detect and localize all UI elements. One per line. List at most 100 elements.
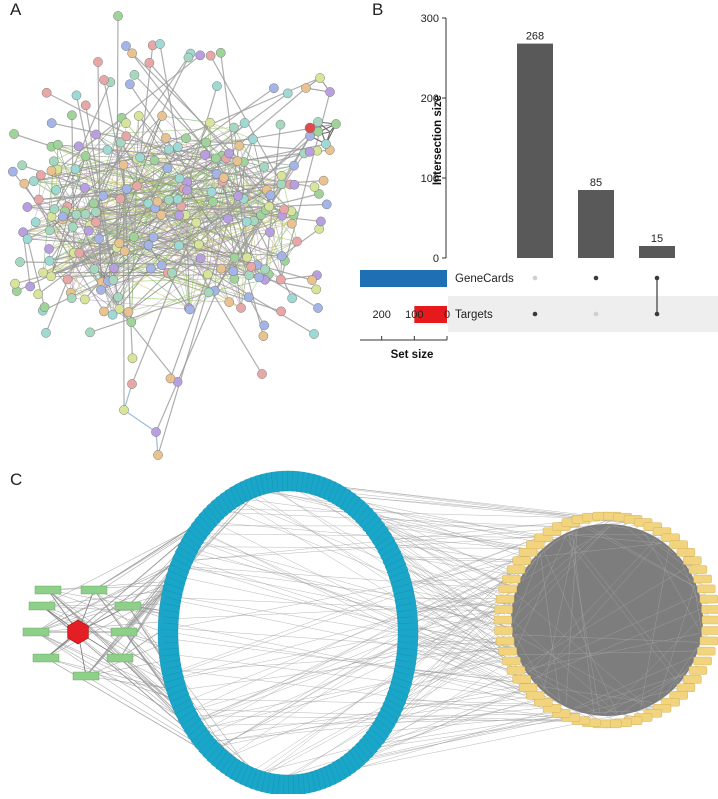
network-node — [185, 305, 194, 314]
network-node — [157, 111, 166, 120]
network-node — [265, 228, 274, 237]
network-node — [265, 202, 274, 211]
network-node — [316, 217, 325, 226]
network-node — [175, 211, 184, 220]
network-node — [115, 239, 124, 248]
network-node — [229, 267, 238, 276]
network-node — [325, 87, 334, 96]
network-node — [200, 150, 209, 159]
network-node — [81, 210, 90, 219]
network-node — [50, 204, 59, 213]
network-node — [49, 157, 58, 166]
network-node — [153, 197, 162, 206]
network-node — [34, 290, 43, 299]
network-node — [173, 142, 182, 151]
bar-2 — [578, 190, 614, 258]
network-node — [45, 256, 54, 265]
network-node — [259, 332, 268, 341]
network-node — [242, 253, 251, 262]
core-target-node — [697, 585, 715, 593]
network-node — [63, 275, 72, 284]
network-node — [144, 241, 153, 250]
core-target-node — [683, 675, 701, 683]
matrix-dot — [594, 276, 599, 281]
core-target-node — [697, 647, 715, 655]
network-node — [183, 186, 192, 195]
network-node — [53, 140, 62, 149]
network-node — [130, 70, 139, 79]
network-edge — [162, 116, 210, 123]
network-node — [133, 181, 142, 190]
network-node — [20, 179, 29, 188]
network-node — [91, 207, 100, 216]
compound-node — [111, 628, 137, 636]
network-node — [223, 214, 232, 223]
network-node — [153, 450, 162, 459]
network-node — [149, 233, 158, 242]
network-node — [103, 145, 112, 154]
network-node — [305, 147, 314, 156]
network-node — [108, 310, 117, 319]
network-node — [127, 379, 136, 388]
network-node — [124, 307, 133, 316]
ppi-network — [0, 0, 360, 470]
core-target-node — [496, 595, 514, 603]
network-node — [67, 111, 76, 120]
network-node — [136, 153, 145, 162]
network-node — [90, 264, 99, 273]
network-node — [38, 268, 47, 277]
core-target-node — [700, 595, 718, 603]
network-node — [277, 180, 286, 189]
network-node — [74, 142, 83, 151]
core-target-node — [700, 637, 718, 645]
network-node — [8, 167, 17, 176]
network-node — [125, 80, 134, 89]
network-node — [292, 237, 301, 246]
network-node — [319, 176, 328, 185]
network-node — [277, 307, 286, 316]
network-node — [93, 57, 102, 66]
network-node — [280, 205, 289, 214]
network-node — [233, 156, 242, 165]
core-target-node — [689, 666, 707, 674]
network-node — [322, 200, 331, 209]
target-node — [158, 636, 178, 643]
network-node — [166, 374, 175, 383]
network-node — [80, 183, 89, 192]
network-node — [99, 191, 108, 200]
network-node — [277, 251, 286, 260]
network-node — [174, 241, 183, 250]
network-node — [128, 49, 137, 58]
network-node — [68, 222, 77, 231]
y-tick-label: 300 — [421, 13, 439, 25]
network-node — [207, 187, 216, 196]
network-node — [217, 264, 226, 273]
network-node — [313, 303, 322, 312]
network-node — [47, 166, 56, 175]
core-target-node — [507, 666, 525, 674]
core-target-node — [670, 541, 688, 549]
network-node — [260, 265, 269, 274]
network-node — [41, 328, 50, 337]
network-node — [34, 195, 43, 204]
network-node — [289, 161, 298, 170]
network-node — [52, 185, 61, 194]
core-target-node — [694, 657, 712, 665]
panel-c-network: C — [0, 470, 718, 794]
network-node — [81, 101, 90, 110]
compound-target-network — [0, 470, 718, 794]
network-node — [230, 253, 239, 262]
network-node — [96, 285, 105, 294]
network-node — [219, 173, 228, 182]
compound-node — [23, 628, 49, 636]
network-node — [42, 88, 51, 97]
network-node — [157, 261, 166, 270]
network-node — [91, 130, 100, 139]
network-node — [129, 232, 138, 241]
network-node — [91, 218, 100, 227]
network-node — [244, 293, 253, 302]
network-node — [331, 119, 340, 128]
core-target-node — [702, 616, 718, 624]
core-target-node — [519, 684, 537, 692]
compound-node — [115, 602, 141, 610]
